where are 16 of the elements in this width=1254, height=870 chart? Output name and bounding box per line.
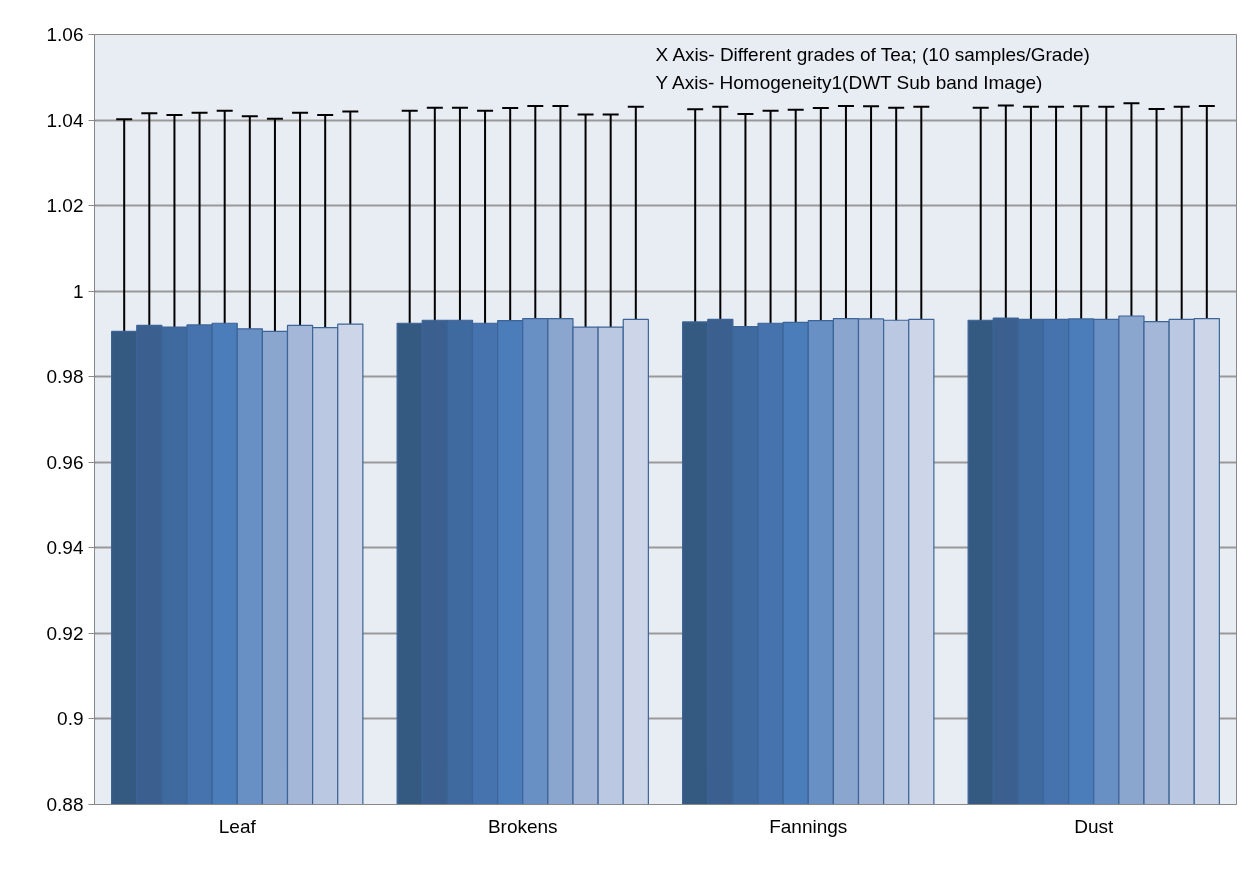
- y-tick-label: 1.04: [46, 109, 84, 131]
- y-tick-label: 0.94: [46, 537, 84, 559]
- y-tick-label: 1: [72, 280, 84, 302]
- y-tick-label: 0.92: [46, 622, 84, 644]
- y-tick-label: 1.06: [46, 24, 84, 45]
- x-tick-label: Brokens: [487, 815, 558, 837]
- annotation: Y Axis- Homogeneity1(DWT Sub band Image): [655, 72, 1043, 93]
- annotation: X Axis- Different grades of Tea; (10 samples/Grade): [655, 44, 1090, 65]
- y-tick-label: 0.9: [57, 708, 84, 730]
- y-tick-label: 0.96: [46, 451, 84, 473]
- y-tick-label: 0.98: [46, 366, 84, 388]
- y-tick-label: 1.02: [46, 195, 84, 217]
- x-tick-label: Dust: [1074, 815, 1114, 837]
- y-tick-label: 0.88: [46, 794, 84, 815]
- x-tick-label: Leaf: [218, 815, 257, 837]
- x-tick-label: Fannings: [769, 815, 848, 837]
